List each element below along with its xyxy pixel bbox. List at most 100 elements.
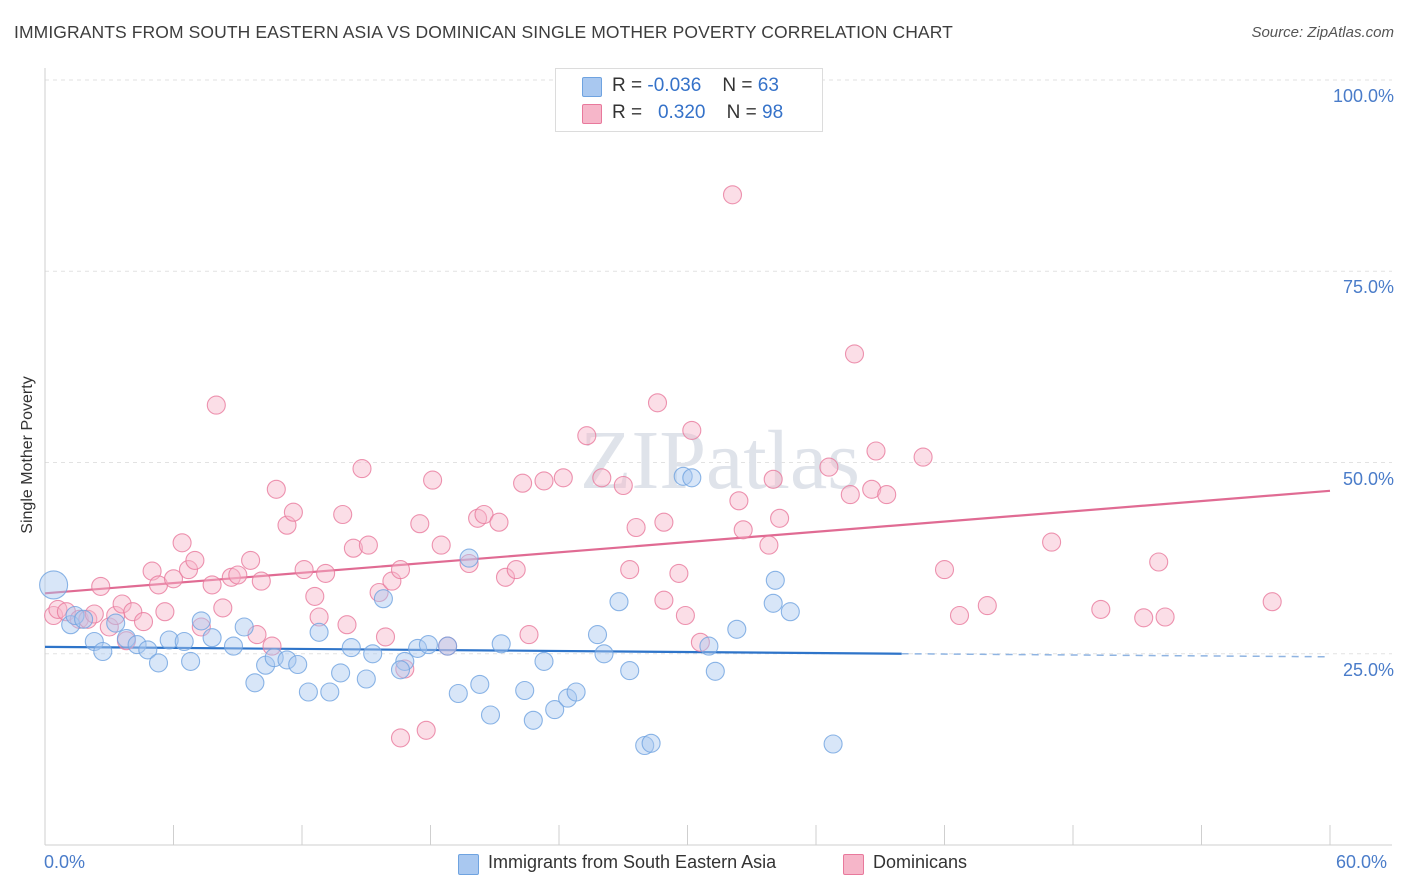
dominican-trend-line xyxy=(44,489,1331,595)
dominican-point xyxy=(202,575,222,595)
sea-point xyxy=(373,589,393,609)
sea-point xyxy=(234,617,254,637)
sea-point xyxy=(699,636,719,656)
dominican-point xyxy=(283,502,303,522)
sea-point xyxy=(641,733,661,753)
dominican-point xyxy=(977,596,997,616)
dominican-point xyxy=(682,420,702,440)
dominican-point xyxy=(534,471,554,491)
sea-point xyxy=(705,661,725,681)
trend-lines xyxy=(44,489,1331,658)
dominican-point xyxy=(112,594,132,614)
dominican-point xyxy=(669,563,689,583)
dominican-point xyxy=(1134,608,1154,628)
dominican-point xyxy=(123,602,143,622)
dominican-point xyxy=(759,535,779,555)
series-legend: Immigrants from South Eastern Asia Domin… xyxy=(0,852,1406,878)
dominican-point xyxy=(251,571,271,591)
y-tick-label: 25.0% xyxy=(1342,659,1394,680)
dominican-point xyxy=(862,479,882,499)
n-label: N = xyxy=(726,102,757,123)
dominican-point xyxy=(654,512,674,532)
dominican-point xyxy=(506,560,526,580)
r-label: R = xyxy=(612,75,643,96)
correlation-legend: R = -0.036 N = 63 R = 0.320 N = 98 xyxy=(555,68,823,132)
dominican-point xyxy=(949,605,970,626)
dominican-point xyxy=(647,393,668,413)
r-value: 0.320 xyxy=(657,102,706,123)
dominican-point xyxy=(431,535,451,555)
sea-point xyxy=(523,710,543,730)
dominican-point xyxy=(840,485,860,505)
chart-title: IMMIGRANTS FROM SOUTH EASTERN ASIA VS DO… xyxy=(14,22,953,42)
n-value: 98 xyxy=(762,102,784,123)
sea-point xyxy=(320,682,340,702)
sea-point xyxy=(288,654,308,675)
data-points xyxy=(39,185,1282,756)
y-tick-label: 50.0% xyxy=(1342,468,1394,489)
sea-point xyxy=(116,628,136,649)
x-tick-label-max: 60.0% xyxy=(1336,852,1388,872)
sea-point xyxy=(620,661,640,681)
dominican-point xyxy=(654,590,674,610)
dominican-point xyxy=(770,508,790,528)
dominican-point xyxy=(91,576,111,596)
sea-point xyxy=(609,592,629,612)
dominican-point xyxy=(294,560,314,580)
dominican-point xyxy=(729,491,749,511)
sea-point xyxy=(470,674,490,694)
dominican-point xyxy=(337,615,357,635)
n-value: 63 xyxy=(757,75,779,96)
dominican-point xyxy=(819,457,839,477)
dominican-point xyxy=(316,563,336,583)
legend-swatch-sea xyxy=(458,854,479,875)
dominican-point xyxy=(213,598,233,618)
dominican-point xyxy=(78,609,98,629)
dominican-point xyxy=(163,569,184,589)
sea-point xyxy=(780,602,800,622)
dominican-point xyxy=(620,560,640,580)
sea-point xyxy=(245,673,265,693)
dominican-point xyxy=(577,426,597,446)
dominican-point xyxy=(626,517,646,538)
dominican-point xyxy=(1042,532,1062,552)
sea-point xyxy=(148,653,169,673)
dominican-point xyxy=(1091,599,1111,619)
sea-point xyxy=(74,609,94,629)
sea-point xyxy=(438,636,458,656)
n-label: N = xyxy=(722,75,753,96)
y-tick-label: 100.0% xyxy=(1332,86,1394,106)
axes xyxy=(44,68,1392,846)
legend-swatch-dominicans xyxy=(582,104,602,124)
sea-point xyxy=(191,611,211,631)
dominican-point xyxy=(844,344,865,364)
dominican-point xyxy=(733,520,753,540)
sea-point xyxy=(298,682,318,702)
sea-point xyxy=(341,638,361,658)
dominican-point xyxy=(489,512,509,532)
dominican-point xyxy=(390,728,411,748)
dominican-point xyxy=(343,538,363,558)
sea-point xyxy=(594,644,614,664)
sea-point xyxy=(534,651,554,671)
sea-point xyxy=(459,548,479,568)
sea-point xyxy=(127,635,147,655)
sea-point xyxy=(181,651,201,671)
sea-point xyxy=(763,593,783,613)
dominican-point xyxy=(877,485,897,505)
dominican-point xyxy=(185,550,205,570)
sea-point xyxy=(448,683,468,704)
sea-point xyxy=(480,705,501,725)
sea-point xyxy=(39,570,69,600)
dominican-point xyxy=(934,560,955,580)
sea-point xyxy=(202,628,222,648)
sea-point xyxy=(138,640,158,660)
dominican-point xyxy=(459,553,479,574)
sea-point xyxy=(106,613,126,633)
dominican-point xyxy=(206,395,226,415)
dominican-point xyxy=(228,565,248,585)
dominican-point xyxy=(722,185,743,205)
x-tick-label-min: 0.0% xyxy=(44,852,86,872)
dominican-point xyxy=(495,567,516,587)
